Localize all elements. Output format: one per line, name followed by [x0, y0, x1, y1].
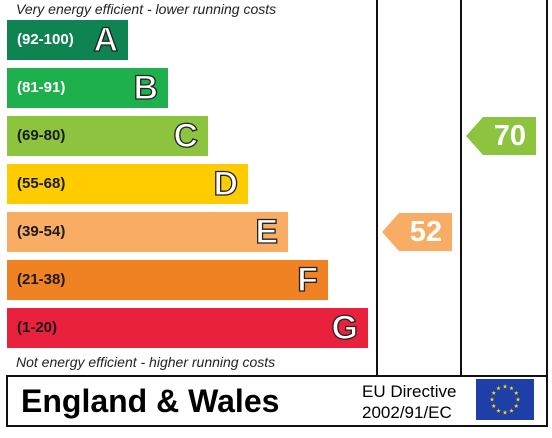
band-f: (21-38) F: [7, 260, 328, 300]
eu-flag-icon: [476, 379, 534, 420]
band-a: (92-100) A: [7, 20, 128, 60]
band-letter: B: [133, 68, 159, 107]
eu-star: [509, 408, 514, 413]
eu-star: [509, 385, 514, 391]
band-range-label: (92-100): [17, 31, 74, 48]
band-letter: F: [297, 260, 319, 299]
top-caption: Very energy efficient - lower running co…: [16, 1, 277, 17]
eu-star: [514, 403, 519, 408]
band-range-label: (21-38): [17, 271, 66, 288]
eu-star: [491, 390, 496, 395]
band-g: (1-20) G: [7, 308, 368, 348]
band-range-label: (1-20): [17, 319, 58, 336]
footer-bottom-rule: [6, 425, 548, 427]
eu-star: [502, 410, 508, 415]
eu-directive-label: EU Directive 2002/91/EC: [362, 381, 456, 423]
pointer-arrow-shape: [382, 213, 452, 251]
band-e: (39-54) E: [7, 212, 288, 252]
directive-line-2: 2002/91/EC: [362, 403, 452, 422]
right-border: [546, 0, 548, 426]
eu-star: [496, 408, 501, 413]
pointer-arrow-shape: [466, 117, 536, 155]
band-letter: G: [331, 308, 359, 347]
band-b: (81-91) B: [7, 68, 168, 108]
footer-top-rule: [6, 375, 548, 377]
directive-line-1: EU Directive: [362, 382, 457, 401]
bottom-caption: Not energy efficient - higher running co…: [16, 354, 276, 370]
eu-star: [496, 385, 501, 391]
band-range-label: (39-54): [17, 223, 66, 240]
pointer-value: 70: [493, 120, 526, 152]
eu-star: [502, 384, 508, 389]
band-letter: C: [173, 116, 199, 155]
column-divider-current: [376, 0, 378, 376]
eu-star: [515, 397, 521, 402]
band-d: (55-68) D: [7, 164, 248, 204]
eu-star: [491, 403, 496, 408]
band-c: (69-80) C: [7, 116, 208, 156]
left-border: [6, 376, 8, 426]
band-range-label: (81-91): [17, 79, 66, 96]
column-divider-potential: [460, 0, 462, 376]
potential-rating-pointer: 70: [466, 117, 536, 155]
band-letter: A: [93, 20, 119, 59]
band-range-label: (69-80): [17, 127, 66, 144]
eu-star: [489, 397, 495, 402]
band-letter: E: [255, 212, 279, 251]
current-rating-pointer: 52: [382, 213, 452, 251]
band-range-label: (55-68): [17, 175, 66, 192]
pointer-value: 52: [409, 216, 442, 248]
region-label: England & Wales: [21, 383, 280, 419]
band-letter: D: [213, 164, 239, 203]
eu-star: [514, 390, 519, 395]
